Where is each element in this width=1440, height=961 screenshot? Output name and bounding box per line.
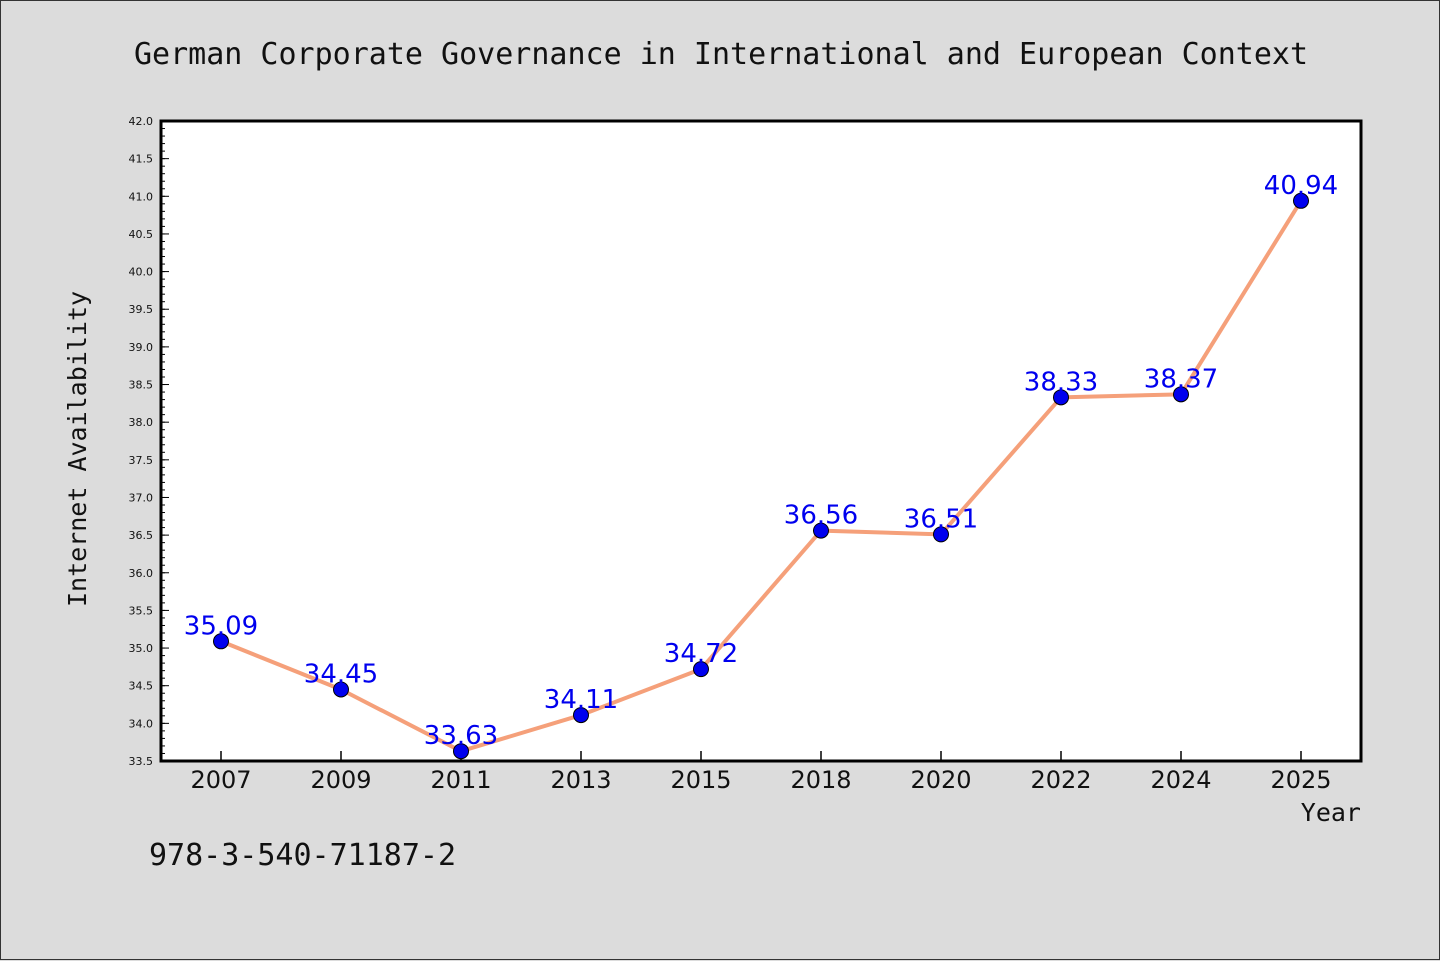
x-tick-label: 2007	[190, 766, 251, 794]
y-tick-label: 40.5	[129, 228, 154, 241]
data-point	[693, 661, 709, 678]
data-point	[213, 633, 229, 650]
y-tick-label: 36.0	[129, 567, 154, 580]
y-tick-label: 35.0	[129, 642, 154, 655]
footer-isbn: 978-3-540-71187-2	[149, 838, 456, 873]
y-tick-label: 39.5	[129, 303, 154, 316]
series-line	[220, 199, 1303, 754]
data-label: 34.45	[304, 659, 378, 689]
data-label: 38.37	[1144, 364, 1218, 394]
x-tick-label: 2015	[670, 766, 731, 794]
data-label: 35.09	[184, 611, 258, 641]
y-tick-label: 39.0	[129, 341, 154, 354]
x-tick-label: 2024	[1150, 766, 1211, 794]
y-tick-label: 33.5	[129, 755, 154, 768]
y-tick-label: 34.5	[129, 680, 154, 693]
y-tick-label: 37.0	[129, 491, 154, 504]
data-label: 40.94	[1264, 171, 1338, 201]
data-point	[1293, 192, 1309, 209]
x-axis-label: Year	[1301, 798, 1361, 827]
chart-title: German Corporate Governance in Internati…	[134, 37, 1308, 72]
y-tick-label: 34.0	[129, 717, 154, 730]
x-tick-label: 2013	[550, 766, 611, 794]
x-tick-label: 2009	[310, 766, 371, 794]
data-point	[1173, 386, 1189, 403]
x-tick-label: 2022	[1030, 766, 1091, 794]
data-point	[1053, 389, 1069, 406]
x-tick-label: 2020	[910, 766, 971, 794]
plot-area	[159, 119, 1363, 763]
y-axis: 33.5 34.0 34.5 35.0 35.5 36.0 36.5 37.0 37.5 38.0…	[129, 115, 169, 768]
data-label: 33.63	[424, 721, 498, 751]
data-label: 38.33	[1024, 367, 1098, 397]
x-tick-label: 2025	[1270, 766, 1331, 794]
y-tick-label: 42.0	[129, 115, 154, 128]
data-point	[933, 526, 949, 543]
y-tick-label: 38.5	[129, 379, 154, 392]
y-tick-label: 41.5	[129, 153, 154, 166]
data-point	[453, 743, 469, 760]
x-tick-label: 2011	[430, 766, 491, 794]
x-tick-label: 2018	[790, 766, 851, 794]
y-axis-label: Internet Availability	[63, 291, 92, 607]
y-tick-label: 38.0	[129, 416, 154, 429]
data-point	[573, 707, 589, 724]
data-point	[813, 522, 829, 539]
data-point	[333, 681, 349, 698]
y-tick-label: 36.5	[129, 529, 154, 542]
data-label: 34.72	[664, 639, 738, 669]
data-label: 36.56	[784, 501, 858, 531]
series-layer: 35.09 34.45 33.63 34.11 34.72 36.56 36.51 38.33…	[184, 171, 1338, 760]
y-tick-label: 40.0	[129, 266, 154, 279]
x-axis: 2007 2009 2011 2013 2015 2018 2020 2022 2024 2025	[190, 751, 1332, 794]
data-label: 34.11	[544, 685, 618, 715]
y-tick-label: 41.0	[129, 190, 154, 203]
y-tick-label: 35.5	[129, 604, 154, 617]
y-tick-label: 37.5	[129, 454, 154, 467]
data-label: 36.51	[904, 504, 978, 534]
